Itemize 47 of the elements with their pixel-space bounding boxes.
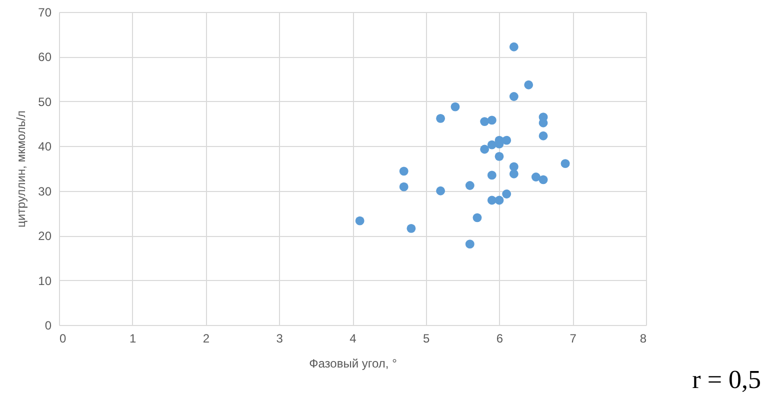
x-axis-title: Фазовый угол, ° xyxy=(309,356,398,370)
point xyxy=(487,170,496,180)
point xyxy=(436,114,446,123)
point xyxy=(494,196,504,205)
point xyxy=(509,42,518,52)
y-tick-label: 70 xyxy=(38,6,52,20)
y-tick-label: 30 xyxy=(38,184,52,198)
point xyxy=(472,213,482,222)
point xyxy=(538,175,548,184)
point xyxy=(502,190,512,198)
point xyxy=(480,144,490,154)
point xyxy=(465,181,474,190)
x-tick-label: 4 xyxy=(350,332,357,346)
x-tick-label: 1 xyxy=(130,332,137,346)
x-tick-label: 8 xyxy=(640,332,647,346)
point xyxy=(524,80,534,90)
point xyxy=(509,169,518,178)
point xyxy=(494,152,504,161)
text: r = 0,5 xyxy=(692,365,761,395)
x-tick-label: 0 xyxy=(60,332,66,346)
y-tick-label: 10 xyxy=(38,274,52,288)
point xyxy=(531,172,540,182)
point xyxy=(450,102,460,112)
x-tick-label: 3 xyxy=(276,332,284,346)
x-tick-label: 7 xyxy=(570,332,577,346)
point xyxy=(406,224,416,233)
point xyxy=(487,116,496,125)
point xyxy=(355,216,364,226)
y-tick-label: 60 xyxy=(38,50,52,64)
point xyxy=(436,186,446,196)
point xyxy=(480,117,490,126)
x-tick-label: 2 xyxy=(202,332,210,346)
y-axis-title: цитруллин, мкмоль/л xyxy=(14,110,28,228)
point xyxy=(502,136,512,145)
x-tick-label: 6 xyxy=(496,332,504,346)
point xyxy=(538,131,548,140)
point xyxy=(560,159,570,168)
y-tick-label: 20 xyxy=(38,229,52,244)
point xyxy=(399,182,408,192)
x-tick-label: 5 xyxy=(423,332,430,346)
point xyxy=(509,92,518,101)
point xyxy=(399,166,408,176)
y-tick-label: 40 xyxy=(38,140,52,154)
y-tick-label: 0 xyxy=(44,318,52,332)
point xyxy=(465,240,474,249)
y-tick-label: 50 xyxy=(38,94,52,109)
point xyxy=(487,196,496,205)
